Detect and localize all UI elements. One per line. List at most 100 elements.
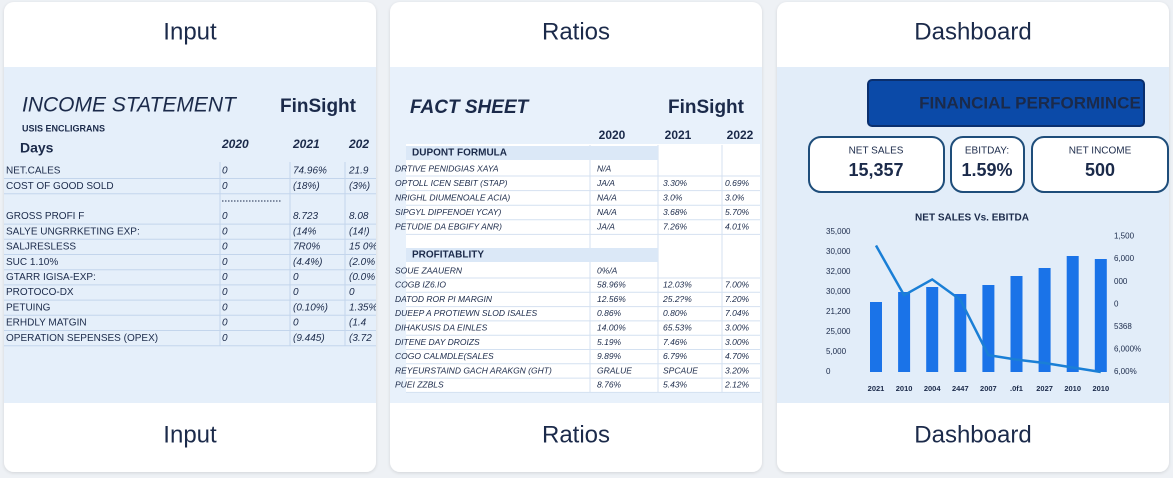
cell: (0.10%) (293, 302, 328, 313)
card-title: Input (163, 18, 217, 45)
cell: 3.68% (663, 207, 688, 217)
cell: 65.53% (663, 322, 692, 332)
row-label: DIHAKUSIS DA EINLES (395, 322, 488, 332)
cell: 0 (222, 242, 228, 253)
row-label: SALJRESLESS (6, 242, 76, 253)
cell: (1.4 (349, 318, 367, 329)
cell: 0 (222, 287, 228, 298)
brand: FinSight (280, 96, 357, 117)
card-footer: Ratios (542, 421, 610, 448)
cell: 8.76% (597, 380, 622, 390)
y2-tick-label: 6,00% (1114, 367, 1137, 376)
row-label: SALYE UNGRRKETING EXP: (6, 226, 140, 237)
cell: 2.12% (724, 380, 750, 390)
income-statement: INCOME STATEMENT FinSight USIS ENCLIGRANS D… (4, 94, 376, 347)
kpi-box (950, 136, 1025, 193)
card-footer: Dashboard (914, 421, 1031, 448)
year: 2020 (599, 128, 626, 142)
y2-tick-label: 5368 (1114, 322, 1132, 331)
kpi-value: 500 (1085, 160, 1115, 180)
row-label: ERHDLY MATGIN (6, 318, 87, 329)
cell: NA/A (597, 192, 617, 202)
sheet-heading: INCOME STATEMENT (22, 94, 238, 117)
row-label: PUEI ZZBLS (395, 380, 444, 390)
kpi-box (808, 136, 945, 193)
cell: NA/A (597, 207, 617, 217)
cell: 0 (293, 318, 299, 329)
y2-tick-label: 6,000% (1114, 345, 1141, 354)
preview (4, 67, 376, 403)
cell: 7R0% (293, 242, 320, 253)
row-label: DATOD ROR PI MARGIN (395, 294, 493, 304)
y2-tick-label: 6,000 (1114, 254, 1135, 263)
x-tick-label: .0f1 (1010, 384, 1023, 393)
kpi-value: 1.59% (961, 160, 1012, 180)
row-label: PETUING (6, 302, 51, 313)
chart-title: NET SALES Vs. EBITDA (915, 213, 1029, 224)
x-tick-label: 2447 (952, 384, 969, 393)
year: 2021 (665, 128, 692, 142)
row-label: SIPGYL DIPFENOEI YCAY) (395, 207, 501, 217)
year: 2020 (221, 137, 249, 151)
year: 2021 (292, 137, 320, 151)
cell: 0 (222, 333, 228, 344)
row-label: COST OF GOOD SOLD (6, 181, 114, 192)
card-title: Dashboard (914, 18, 1031, 45)
x-tick-label: 2010 (1092, 384, 1109, 393)
x-tick-label: 2010 (1064, 384, 1081, 393)
cell: 3.30% (663, 178, 688, 188)
bar (926, 287, 939, 372)
cell: 5.43% (663, 380, 688, 390)
section-bg (406, 248, 658, 262)
cell: GRALUE (597, 365, 632, 375)
bar (954, 294, 967, 372)
cell: N/A (597, 163, 612, 173)
row-label: PETUDIE DA EBGIFY ANR) (395, 222, 502, 232)
cell: (14!) (349, 226, 370, 237)
y-tick-label: 5,000 (826, 347, 847, 356)
year: 202 (348, 137, 369, 151)
cell: 7.04% (725, 308, 750, 318)
cell: (3.72 (349, 333, 372, 344)
row-label: PROTOCO-DX (6, 287, 74, 298)
cell: 0 (222, 302, 228, 313)
bar (898, 292, 911, 372)
cell: 0 (222, 318, 228, 329)
row-label: NRIGHL DIUMENOALE ACIA) (395, 192, 510, 202)
card-footer: Input (163, 421, 217, 448)
sheet-heading: FACT SHEET (410, 97, 530, 118)
bar (870, 302, 882, 372)
row-label: SOUE ZAAUERN (395, 265, 463, 275)
cell: 0 (222, 272, 228, 283)
y-tick-label: 30,000 (826, 247, 851, 256)
cell: 4.70% (725, 351, 750, 361)
cell: JA/A (596, 178, 615, 188)
cell: (2.0% (349, 257, 375, 268)
x-tick-label: 2021 (868, 384, 885, 393)
y2-tick-label: 1,500 (1114, 232, 1135, 241)
cell: 0 (293, 272, 299, 283)
cell: (14% (293, 226, 316, 237)
cell: (18%) (293, 181, 320, 192)
y-tick-label: 35,000 (826, 227, 851, 236)
cell: 7.26% (663, 222, 688, 232)
kpi-label: NET SALES (849, 146, 904, 157)
row-header: Days (20, 140, 54, 156)
kpi-label: EBITDAY: (965, 146, 1009, 157)
section-bg (406, 146, 658, 160)
cell: 0 (222, 211, 228, 222)
y-tick-label: 30,000 (826, 287, 851, 296)
cell: 21.9 (348, 166, 369, 177)
y-tick-label: 21,200 (826, 307, 851, 316)
cell: 0 (222, 181, 228, 192)
x-tick-label: 2027 (1036, 384, 1053, 393)
y2-tick-label: 0 (1114, 299, 1119, 308)
bar (1038, 268, 1051, 372)
cell: 0.69% (725, 178, 750, 188)
row-label: GTARR IGISA-EXP: (6, 272, 96, 283)
cell: 0 (349, 287, 355, 298)
cell: 0.80% (663, 308, 688, 318)
cell: 8.08 (349, 211, 369, 222)
x-tick-label: 2010 (896, 384, 913, 393)
